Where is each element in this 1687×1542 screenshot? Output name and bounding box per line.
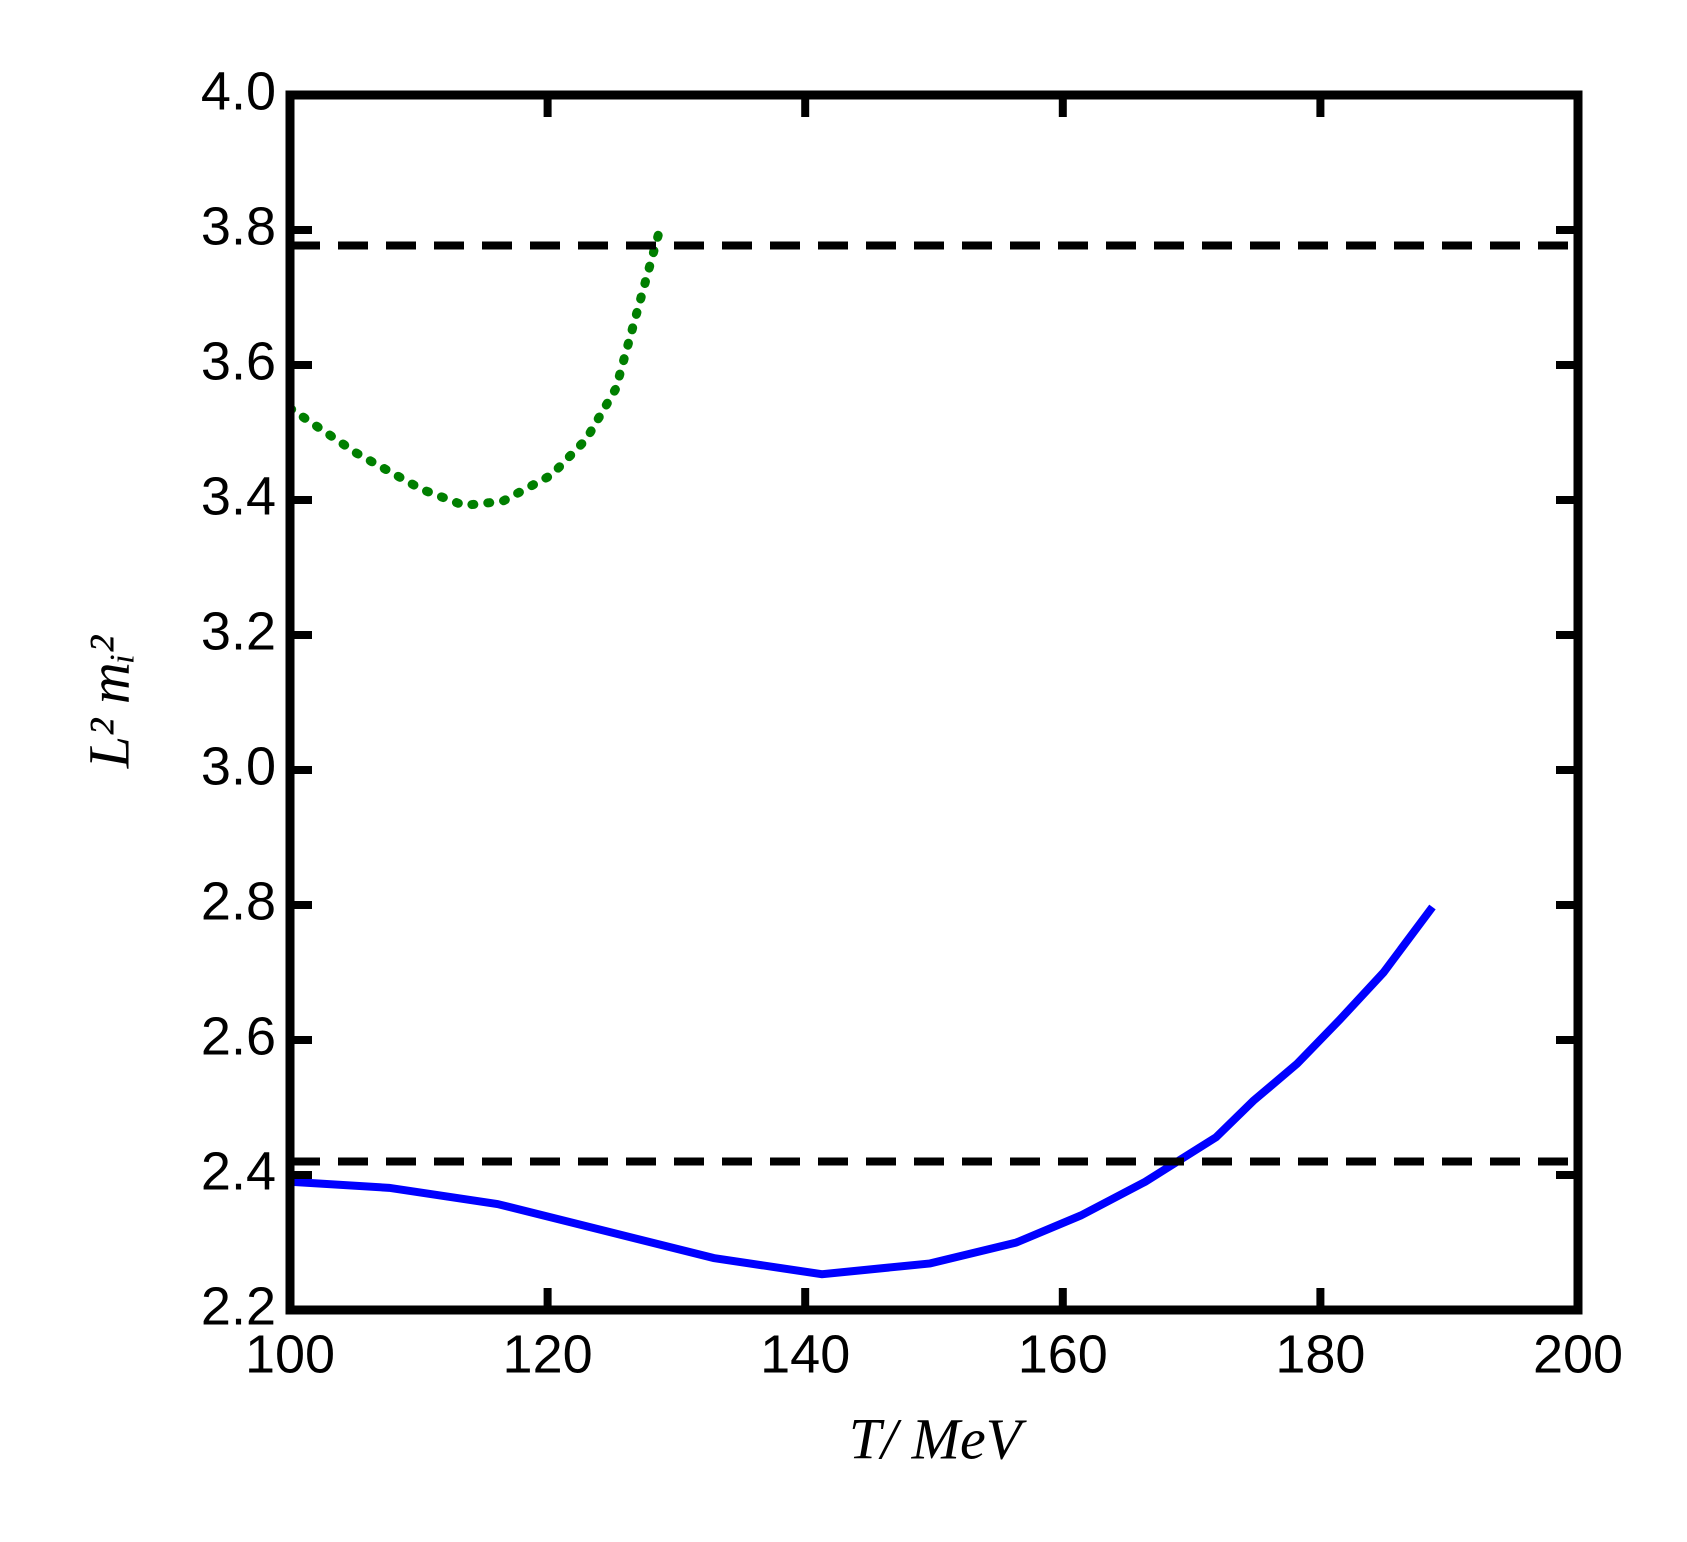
series-line — [289, 904, 1436, 1279]
y-tick-label: 3.4 — [201, 466, 276, 526]
series-line — [285, 225, 665, 510]
y-tick-label: 3.6 — [201, 331, 276, 391]
y-tick-label: 3.2 — [201, 601, 276, 661]
y-tick-label: 2.8 — [201, 871, 276, 931]
x-tick-label: 200 — [1533, 1324, 1623, 1384]
x-axis-label: T/ MeV — [849, 1406, 1028, 1471]
y-tick-label: 4.0 — [201, 61, 276, 121]
y-tick-label: 2.2 — [201, 1276, 276, 1336]
plot-frame — [285, 90, 1583, 1315]
x-tick-label: 100 — [245, 1324, 335, 1384]
y-axis-label: L² mᵢ² — [76, 634, 141, 769]
x-tick-label: 180 — [1275, 1324, 1365, 1384]
y-tick-label: 3.0 — [201, 736, 276, 796]
x-tick-label: 120 — [503, 1324, 593, 1384]
x-tick-label: 140 — [760, 1324, 850, 1384]
y-tick-label: 2.6 — [201, 1006, 276, 1066]
y-tick-label: 2.4 — [201, 1141, 276, 1201]
y-tick-label: 3.8 — [201, 196, 276, 256]
x-tick-label: 160 — [1018, 1324, 1108, 1384]
